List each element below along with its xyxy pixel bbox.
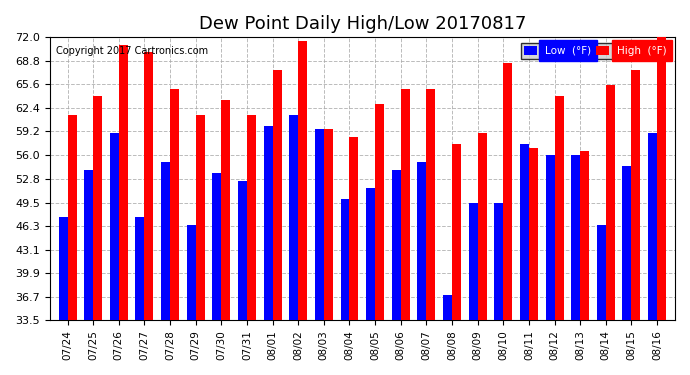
Bar: [119, 45, 128, 375]
Bar: [452, 144, 461, 375]
Bar: [597, 225, 606, 375]
Bar: [298, 41, 307, 375]
Bar: [144, 52, 153, 375]
Bar: [170, 89, 179, 375]
Bar: [555, 96, 564, 375]
Bar: [349, 136, 358, 375]
Legend: Low  (°F), High  (°F): Low (°F), High (°F): [521, 42, 670, 59]
Bar: [631, 70, 640, 375]
Bar: [273, 70, 282, 375]
Bar: [503, 63, 512, 375]
Bar: [315, 129, 324, 375]
Bar: [426, 89, 435, 375]
Bar: [289, 114, 298, 375]
Bar: [196, 114, 205, 375]
Bar: [59, 217, 68, 375]
Bar: [247, 114, 256, 375]
Bar: [264, 126, 273, 375]
Bar: [213, 173, 221, 375]
Bar: [135, 217, 144, 375]
Bar: [187, 225, 196, 375]
Bar: [469, 203, 477, 375]
Bar: [84, 170, 93, 375]
Bar: [366, 188, 375, 375]
Bar: [571, 155, 580, 375]
Bar: [443, 295, 452, 375]
Bar: [648, 133, 657, 375]
Bar: [580, 151, 589, 375]
Bar: [68, 114, 77, 375]
Bar: [221, 100, 230, 375]
Bar: [417, 162, 426, 375]
Bar: [375, 104, 384, 375]
Bar: [520, 144, 529, 375]
Bar: [494, 203, 503, 375]
Bar: [622, 166, 631, 375]
Bar: [657, 38, 666, 375]
Bar: [324, 129, 333, 375]
Bar: [340, 199, 349, 375]
Bar: [110, 133, 119, 375]
Bar: [546, 155, 555, 375]
Bar: [529, 148, 538, 375]
Title: Dew Point Daily High/Low 20170817: Dew Point Daily High/Low 20170817: [199, 15, 526, 33]
Bar: [606, 85, 615, 375]
Bar: [392, 170, 401, 375]
Text: Copyright 2017 Cartronics.com: Copyright 2017 Cartronics.com: [56, 46, 208, 56]
Bar: [161, 162, 170, 375]
Bar: [238, 181, 247, 375]
Bar: [477, 133, 486, 375]
Bar: [93, 96, 102, 375]
Bar: [401, 89, 410, 375]
